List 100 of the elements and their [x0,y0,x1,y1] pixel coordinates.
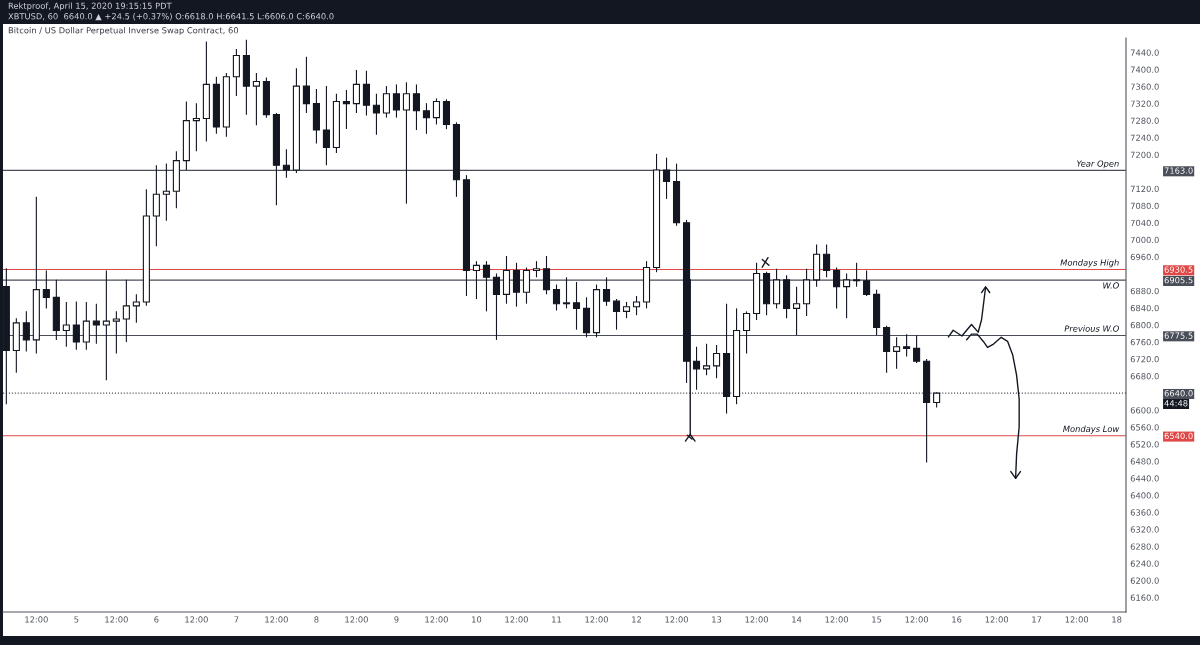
ref-line-label: W.O [1103,282,1119,289]
x-tick-label: 7 [234,616,239,623]
x-tick-label: 12:00 [905,616,929,623]
y2-tick-label: 6640.0 [1164,390,1193,397]
candlestick [612,298,621,331]
text: XBTUSD, 60 6640.0 ▲ +24.5 (+0.37%) O:6618.0 H:6641.5 L:6606.0 C:6640.0 [8,12,334,21]
y-tick-label: 7080.0 [1130,202,1159,210]
candlestick [412,83,421,131]
x-tick-label: 10 [472,616,482,623]
y-tick-label: 7440.0 [1130,49,1159,56]
candlestick [823,243,831,278]
candlestick [512,262,521,308]
y2-tick-label: 6930.5 [1164,266,1193,273]
ref-line-label: Year Open [1077,160,1119,169]
y-tick-label: 7240.0 [1130,134,1159,141]
x-tick-label: 12:00 [585,616,608,623]
x-tick-label: 12:00 [185,616,208,623]
candlestick [853,262,861,288]
candlestick [42,269,50,309]
y-tick-label: 7400.0 [1130,66,1159,73]
ref-line-label: Mondays Low [1063,425,1120,434]
y-tick-label: 7000.0 [1130,236,1159,244]
ref-line-label: Previous W.O [1064,325,1119,332]
candlestick [232,48,240,97]
x-tick-label: 5 [74,616,79,623]
candlestick [282,148,290,179]
candlestick [442,98,451,130]
x-tick-label: 12:00 [105,616,128,623]
candlestick [712,344,721,379]
candlestick [662,157,671,200]
y-tick-label: 7320.0 [1130,100,1159,107]
y-tick-label: 6240.0 [1130,560,1159,567]
candlestick [342,89,350,130]
y-tick-label: 7200.0 [1130,151,1159,158]
candlestick [562,276,571,309]
candlestick [692,346,701,391]
candlestick [432,97,441,125]
y-tick-label: 7280.0 [1130,117,1159,124]
y-tick-label: 7360.0 [1130,83,1159,90]
candlestick [302,56,310,114]
y-tick-label: 6200.0 [1130,577,1159,584]
y2-tick-label: 7163.0 [1164,167,1193,174]
x-tick-label: 17 [1032,616,1042,623]
y2-tick-label: 6905.5 [1164,277,1193,284]
candlestick [913,334,921,364]
candlestick [502,255,511,305]
candlestick [803,268,811,317]
candlestick [112,310,120,355]
y2-tick-label: 6540.0 [1164,432,1193,439]
candlestick [472,260,481,300]
candlestick [82,301,90,351]
x-tick-label: 15 [872,616,882,623]
y-tick-label: 7120.0 [1130,185,1159,193]
y-tick-label: 6560.0 [1130,424,1159,431]
candlestick [632,295,641,316]
candlestick [482,260,491,312]
candlestick [372,93,381,136]
candlestick [152,164,160,247]
candlestick [102,269,110,381]
x-tick-label: 12:00 [665,616,688,623]
candlestick [602,276,611,307]
candlestick [362,70,370,117]
candlestick [742,310,751,355]
y-tick-label: 6280.0 [1130,543,1159,550]
candlestick [422,102,431,135]
x-tick-label: 9 [394,616,399,623]
candlestick [72,301,80,351]
text: 44:48 [1164,400,1188,407]
y-tick-label: 6760.0 [1130,339,1159,346]
y-tick-label: 6520.0 [1130,441,1159,448]
y-tick-label: 6160.0 [1130,594,1159,601]
candlestick [62,301,70,348]
x-tick-label: 12:00 [505,616,528,623]
x-tick-label: 12:00 [745,616,769,623]
y-tick-label: 6400.0 [1130,492,1159,499]
candlestick [22,310,30,352]
y-tick-label: 6440.0 [1130,475,1159,482]
x-tick-label: 14 [792,616,802,623]
x-tick-label: 12:00 [265,616,288,623]
candlestick [122,279,130,343]
text: Rektproof, April 15, 2020 19:15:15 PDT [8,2,172,11]
x-tick-label: 11 [552,616,562,623]
y-tick-label: 6680.0 [1130,373,1159,380]
y-tick-label: 6960.0 [1130,253,1159,261]
candlestick [552,283,561,312]
y-tick-label: 6840.0 [1130,304,1159,312]
x-tick-label: 12:00 [1065,616,1089,623]
candlestick [843,272,851,319]
y-tick-label: 6480.0 [1130,458,1159,465]
y-tick-label: 6800.0 [1130,321,1159,329]
x-tick-label: 8 [314,616,319,623]
candlestick [402,81,411,205]
candlestick [132,293,140,324]
candlestick [252,72,260,126]
x-tick-label: 12:00 [345,616,368,623]
y2-tick-label: 6775.5 [1164,332,1193,339]
y-tick-label: 7040.0 [1130,219,1159,227]
candlestick [773,268,781,309]
x-tick-label: 16 [952,616,962,623]
candlestick [883,325,891,374]
